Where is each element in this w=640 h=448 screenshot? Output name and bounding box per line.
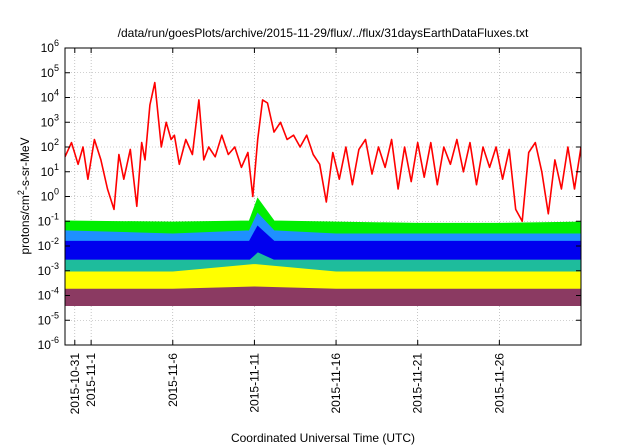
x-tick-label: 2015-11-16 bbox=[329, 353, 343, 414]
y-axis-label-rest: -s-sr-MeV bbox=[18, 137, 32, 190]
y-tick-label: 104 bbox=[41, 88, 59, 105]
y-tick-label: 106 bbox=[41, 38, 59, 55]
y-tick-exp: -2 bbox=[51, 236, 59, 246]
y-tick-base: 10 bbox=[41, 91, 55, 105]
y-tick-base: 10 bbox=[41, 66, 55, 80]
y-tick-label: 10-3 bbox=[38, 261, 59, 278]
y-tick-label: 105 bbox=[41, 63, 59, 80]
y-tick-exp: 2 bbox=[54, 137, 59, 147]
y-tick-label: 10-6 bbox=[38, 335, 59, 352]
y-tick-base: 10 bbox=[38, 214, 52, 228]
y-tick-base: 10 bbox=[38, 264, 52, 278]
y-tick-exp: 6 bbox=[54, 38, 59, 48]
y-tick-exp: -1 bbox=[51, 211, 59, 221]
y-tick-label: 10-4 bbox=[38, 286, 59, 303]
x-axis-ticks: 2015-10-31 2015-11-1 2015-11-6 2015-11-11 20… bbox=[68, 48, 506, 415]
y-tick-exp: 1 bbox=[54, 162, 59, 172]
y-tick-label: 101 bbox=[41, 162, 59, 179]
x-tick-label: 2015-10-31 bbox=[68, 353, 82, 415]
y-tick-base: 10 bbox=[38, 313, 52, 327]
y-axis-label: protons/cm2-s-sr-MeV bbox=[16, 137, 32, 254]
y-tick-label: 102 bbox=[41, 137, 59, 154]
y-tick-base: 10 bbox=[38, 239, 52, 253]
series-layer bbox=[65, 81, 581, 307]
y-tick-exp: -4 bbox=[51, 286, 59, 296]
y-tick-label: 10-1 bbox=[38, 211, 59, 228]
y-tick-label: 100 bbox=[41, 187, 59, 204]
y-axis-ticks: 10610510410310210110010-110-210-310-410-… bbox=[38, 38, 581, 352]
x-tick-label: 2015-11-21 bbox=[411, 353, 425, 414]
y-tick-label: 10-2 bbox=[38, 236, 59, 253]
y-tick-exp: 5 bbox=[54, 63, 59, 73]
y-tick-exp: 4 bbox=[54, 88, 59, 98]
y-tick-base: 10 bbox=[41, 140, 55, 154]
series-band bbox=[65, 225, 581, 260]
y-tick-label: 10-5 bbox=[38, 310, 59, 327]
y-tick-base: 10 bbox=[38, 289, 52, 303]
y-tick-base: 10 bbox=[41, 165, 55, 179]
y-tick-exp: -3 bbox=[51, 261, 59, 271]
y-axis-label-base: protons/cm bbox=[18, 195, 32, 254]
y-tick-base: 10 bbox=[41, 190, 55, 204]
x-tick-label: 2015-11-26 bbox=[492, 353, 506, 414]
y-tick-exp: -5 bbox=[51, 310, 59, 320]
y-tick-base: 10 bbox=[38, 338, 52, 352]
series-line bbox=[65, 81, 581, 223]
x-axis-label: Coordinated Universal Time (UTC) bbox=[231, 431, 415, 445]
y-axis-label-sup: 2 bbox=[16, 190, 26, 195]
y-tick-exp: 0 bbox=[54, 187, 59, 197]
x-tick-label: 2015-11-1 bbox=[84, 353, 98, 407]
y-tick-exp: -6 bbox=[51, 335, 59, 345]
x-tick-label: 2015-11-11 bbox=[247, 353, 261, 413]
y-tick-label: 103 bbox=[41, 112, 59, 129]
y-tick-base: 10 bbox=[41, 115, 55, 129]
x-tick-label: 2015-11-6 bbox=[166, 353, 180, 407]
y-tick-exp: 3 bbox=[54, 112, 59, 122]
y-tick-base: 10 bbox=[41, 41, 55, 55]
chart-title: /data/run/goesPlots/archive/2015-11-29/f… bbox=[118, 26, 529, 40]
